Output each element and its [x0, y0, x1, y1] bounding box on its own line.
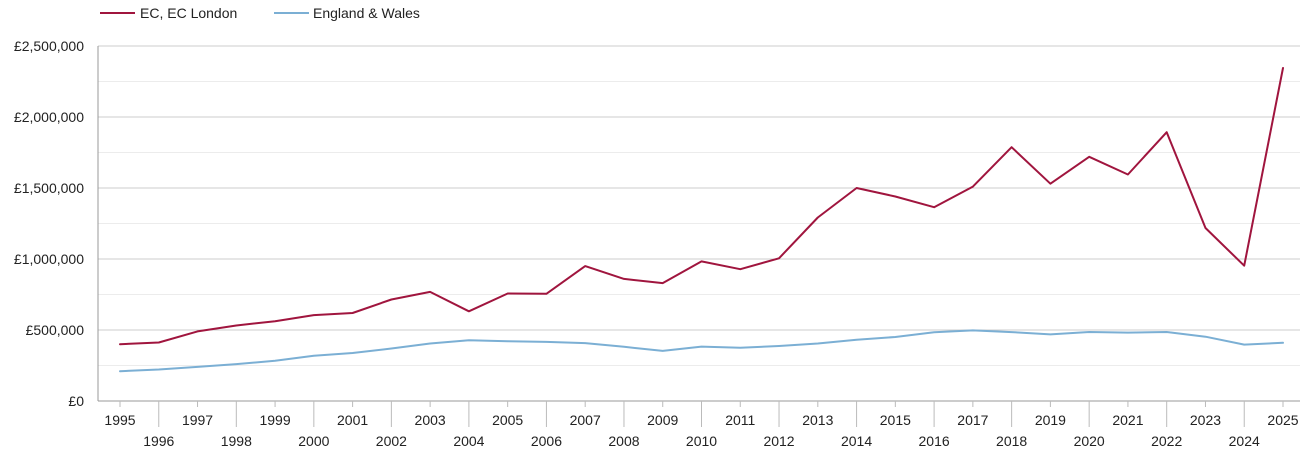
series-line-ec-ec-london	[119, 67, 1284, 346]
x-tick-label: 2005	[492, 412, 523, 428]
y-tick-label: £2,000,000	[14, 109, 84, 125]
grid-lines	[98, 45, 1300, 402]
y-tick-label: £500,000	[26, 322, 85, 338]
legend: EC, EC London England & Wales	[100, 5, 420, 21]
x-tick-label: 2010	[686, 433, 717, 449]
x-tick-label: 2009	[647, 412, 678, 428]
x-tick-label: 2004	[453, 433, 484, 449]
x-tick-label: 2020	[1074, 433, 1105, 449]
y-tick-label: £1,500,000	[14, 180, 84, 196]
x-tick-label: 2021	[1112, 412, 1143, 428]
x-tick-label: 2003	[415, 412, 446, 428]
x-tick-label: 2016	[919, 433, 950, 449]
x-tick-label: 2017	[957, 412, 988, 428]
x-tick-label: 2008	[608, 433, 639, 449]
series-lines	[119, 67, 1284, 373]
x-tick-label: 2023	[1190, 412, 1221, 428]
x-tick-label: 2024	[1229, 433, 1260, 449]
x-tick-label: 1998	[221, 433, 252, 449]
x-tick-label: 2018	[996, 433, 1027, 449]
legend-label-ec-london: EC, EC London	[140, 5, 237, 21]
x-tick-label: 1999	[259, 412, 290, 428]
series-line-england-wales	[119, 329, 1284, 373]
x-tick-label: 2012	[763, 433, 794, 449]
x-tick-label: 1996	[143, 433, 174, 449]
x-tick-label: 2019	[1035, 412, 1066, 428]
x-tick-label: 2022	[1151, 433, 1182, 449]
x-tick-label: 2006	[531, 433, 562, 449]
x-tick-label: 2001	[337, 412, 368, 428]
x-tick-label: 2014	[841, 433, 872, 449]
y-tick-label: £2,500,000	[14, 38, 84, 54]
x-tick-label: 2025	[1267, 412, 1298, 428]
legend-label-england-wales: England & Wales	[313, 5, 420, 21]
x-tick-label: 2013	[802, 412, 833, 428]
x-tick-label: 1995	[104, 412, 135, 428]
x-tick-label: 2002	[376, 433, 407, 449]
y-axis: £0 £500,000 £1,000,000 £1,500,000 £2,000,000…	[14, 38, 99, 409]
x-tick-label: 2007	[570, 412, 601, 428]
x-tick-label: 2015	[880, 412, 911, 428]
y-tick-label: £1,000,000	[14, 251, 84, 267]
y-tick-label: £0	[68, 393, 84, 409]
x-tick-label: 2011	[725, 412, 755, 428]
x-tick-label: 1997	[182, 412, 213, 428]
x-tick-label: 2000	[298, 433, 329, 449]
x-axis: 1995 1996 1997 1998 1999 2000 2001 2002 2003 2004…	[104, 401, 1299, 449]
